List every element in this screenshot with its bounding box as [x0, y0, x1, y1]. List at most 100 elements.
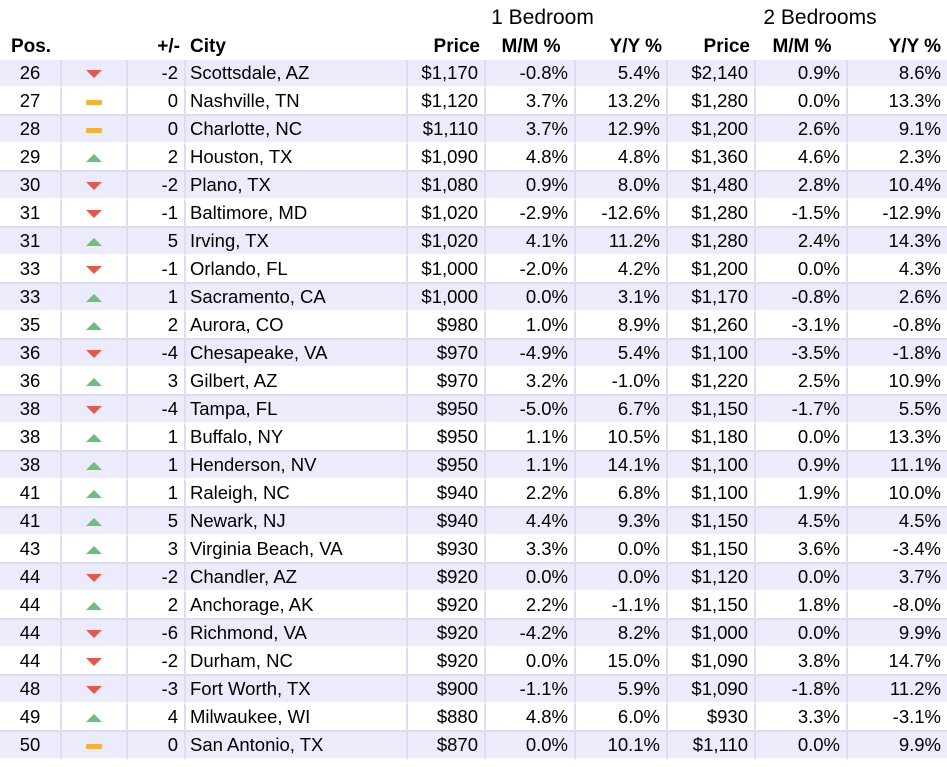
table-row[interactable]: 38 1 Buffalo, NY $950 1.1% 10.5% $1,180 0.0% 13.…: [0, 424, 947, 452]
mm-2br-cell: 1.9%: [756, 480, 848, 508]
price-2br-cell: $1,280: [668, 88, 756, 116]
yy-2br-cell: 14.7%: [848, 648, 947, 676]
price-1br-cell: $1,090: [408, 144, 486, 172]
table-row[interactable]: 33 1 Sacramento, CA $1,000 0.0% 3.1% $1,170 -0.…: [0, 284, 947, 312]
mm-2br-cell: 0.9%: [756, 452, 848, 480]
price-1br-cell: $1,080: [408, 172, 486, 200]
trend-cell: [62, 340, 128, 368]
col-header-yy-2br[interactable]: Y/Y %: [888, 36, 941, 57]
table-row[interactable]: 43 3 Virginia Beach, VA $930 3.3% 0.0% $1,150 3…: [0, 536, 947, 564]
price-2br-cell: $1,200: [668, 256, 756, 284]
yy-2br-cell: 9.9%: [848, 620, 947, 648]
change-cell: 2: [128, 592, 186, 620]
yy-1br-cell: 8.0%: [576, 172, 668, 200]
yy-1br-cell: 5.4%: [576, 60, 668, 88]
mm-1br-cell: 4.8%: [486, 144, 576, 172]
yy-2br-cell: -8.0%: [848, 592, 947, 620]
city-cell: Anchorage, AK: [186, 592, 408, 620]
price-1br-cell: $1,110: [408, 116, 486, 144]
yy-2br-cell: 10.0%: [848, 480, 947, 508]
trend-cell: [62, 480, 128, 508]
down-arrow-icon: [86, 350, 102, 359]
table-row[interactable]: 36 3 Gilbert, AZ $970 3.2% -1.0% $1,220 2.5% 10.…: [0, 368, 947, 396]
up-arrow-icon: [86, 546, 102, 555]
city-cell: Charlotte, NC: [186, 116, 408, 144]
trend-cell: [62, 424, 128, 452]
mm-2br-cell: 0.0%: [756, 564, 848, 592]
table-row[interactable]: 41 5 Newark, NJ $940 4.4% 9.3% $1,150 4.5% 4.5%: [0, 508, 947, 536]
pos-cell: 41: [0, 508, 62, 536]
table-row[interactable]: 48 -3 Fort Worth, TX $900 -1.1% 5.9% $1,090 -1.…: [0, 676, 947, 704]
price-1br-cell: $1,020: [408, 228, 486, 256]
change-cell: -2: [128, 60, 186, 88]
change-cell: -4: [128, 396, 186, 424]
table-row[interactable]: 31 5 Irving, TX $1,020 4.1% 11.2% $1,280 2.4% 14…: [0, 228, 947, 256]
table-row[interactable]: 31 -1 Baltimore, MD $1,020 -2.9% -12.6% $1,280…: [0, 200, 947, 228]
yy-2br-cell: -12.9%: [848, 200, 947, 228]
price-1br-cell: $970: [408, 340, 486, 368]
down-arrow-icon: [86, 406, 102, 415]
price-1br-cell: $940: [408, 508, 486, 536]
mm-1br-cell: 1.0%: [486, 312, 576, 340]
col-header-yy-1br[interactable]: Y/Y %: [609, 36, 662, 57]
city-cell: Virginia Beach, VA: [186, 536, 408, 564]
table-row[interactable]: 44 -6 Richmond, VA $920 -4.2% 8.2% $1,000 0.0% 9…: [0, 620, 947, 648]
change-cell: -1: [128, 256, 186, 284]
col-header-price-2br[interactable]: Price: [703, 36, 750, 57]
table-row[interactable]: 38 -4 Tampa, FL $950 -5.0% 6.7% $1,150 -1.7% 5.5…: [0, 396, 947, 424]
col-header-mm-2br[interactable]: M/M %: [772, 36, 832, 57]
mm-2br-cell: 1.8%: [756, 592, 848, 620]
table-row[interactable]: 41 1 Raleigh, NC $940 2.2% 6.8% $1,100 1.9% 10.0…: [0, 480, 947, 508]
table-row[interactable]: 27 0 Nashville, TN $1,120 3.7% 13.2% $1,280 0.0…: [0, 88, 947, 116]
price-1br-cell: $920: [408, 564, 486, 592]
pos-cell: 28: [0, 116, 62, 144]
price-2br-cell: $1,220: [668, 368, 756, 396]
yy-2br-cell: 14.3%: [848, 228, 947, 256]
table-row[interactable]: 44 -2 Chandler, AZ $920 0.0% 0.0% $1,120 0.0% 3.…: [0, 564, 947, 592]
table-row[interactable]: 33 -1 Orlando, FL $1,000 -2.0% 4.2% $1,200 0.0%…: [0, 256, 947, 284]
table-row[interactable]: 38 1 Henderson, NV $950 1.1% 14.1% $1,100 0.9% 1…: [0, 452, 947, 480]
yy-2br-cell: -3.1%: [848, 704, 947, 732]
trend-cell: [62, 368, 128, 396]
col-header-price-1br[interactable]: Price: [433, 36, 480, 57]
yy-1br-cell: 3.1%: [576, 284, 668, 312]
yy-2br-cell: 8.6%: [848, 60, 947, 88]
price-1br-cell: $940: [408, 480, 486, 508]
col-header-change[interactable]: +/-: [157, 36, 180, 57]
table-row[interactable]: 30 -2 Plano, TX $1,080 0.9% 8.0% $1,480 2.8% 10.…: [0, 172, 947, 200]
table-row[interactable]: 28 0 Charlotte, NC $1,110 3.7% 12.9% $1,200 2.6…: [0, 116, 947, 144]
table-row[interactable]: 36 -4 Chesapeake, VA $970 -4.9% 5.4% $1,100 -3.…: [0, 340, 947, 368]
city-cell: Irving, TX: [186, 228, 408, 256]
city-cell: Baltimore, MD: [186, 200, 408, 228]
up-arrow-icon: [86, 462, 102, 471]
price-2br-cell: $930: [668, 704, 756, 732]
col-header-pos[interactable]: Pos.: [10, 36, 52, 57]
up-arrow-icon: [86, 602, 102, 611]
table-row[interactable]: 44 -2 Durham, NC $920 0.0% 15.0% $1,090 3.8% 14.…: [0, 648, 947, 676]
table-row[interactable]: 35 2 Aurora, CO $980 1.0% 8.9% $1,260 -3.1% -0.8…: [0, 312, 947, 340]
table-row[interactable]: 49 4 Milwaukee, WI $880 4.8% 6.0% $930 3.3% -3.1…: [0, 704, 947, 732]
yy-1br-cell: 0.0%: [576, 564, 668, 592]
yy-1br-cell: 8.9%: [576, 312, 668, 340]
table-row[interactable]: 29 2 Houston, TX $1,090 4.8% 4.8% $1,360 4.6% 2.…: [0, 144, 947, 172]
trend-cell: [62, 88, 128, 116]
trend-cell: [62, 536, 128, 564]
price-2br-cell: $1,150: [668, 592, 756, 620]
col-header-mm-1br[interactable]: M/M %: [501, 36, 561, 57]
mm-2br-cell: 4.5%: [756, 508, 848, 536]
group-header-one-bedroom: 1 Bedroom: [491, 6, 594, 29]
mm-1br-cell: 4.1%: [486, 228, 576, 256]
table-row[interactable]: 26 -2 Scottsdale, AZ $1,170 -0.8% 5.4% $2,140 0…: [0, 60, 947, 88]
mm-1br-cell: -2.0%: [486, 256, 576, 284]
pos-cell: 31: [0, 200, 62, 228]
trend-cell: [62, 564, 128, 592]
yy-1br-cell: 10.5%: [576, 424, 668, 452]
mm-1br-cell: 1.1%: [486, 452, 576, 480]
table-row[interactable]: 44 2 Anchorage, AK $920 2.2% -1.1% $1,150 1.8% -…: [0, 592, 947, 620]
group-header-two-bedrooms: 2 Bedrooms: [763, 6, 877, 29]
col-header-city[interactable]: City: [190, 36, 226, 57]
trend-cell: [62, 172, 128, 200]
table-row[interactable]: 50 0 San Antonio, TX $870 0.0% 10.1% $1,110 0.0…: [0, 732, 947, 760]
pos-cell: 48: [0, 676, 62, 704]
mm-1br-cell: -4.2%: [486, 620, 576, 648]
